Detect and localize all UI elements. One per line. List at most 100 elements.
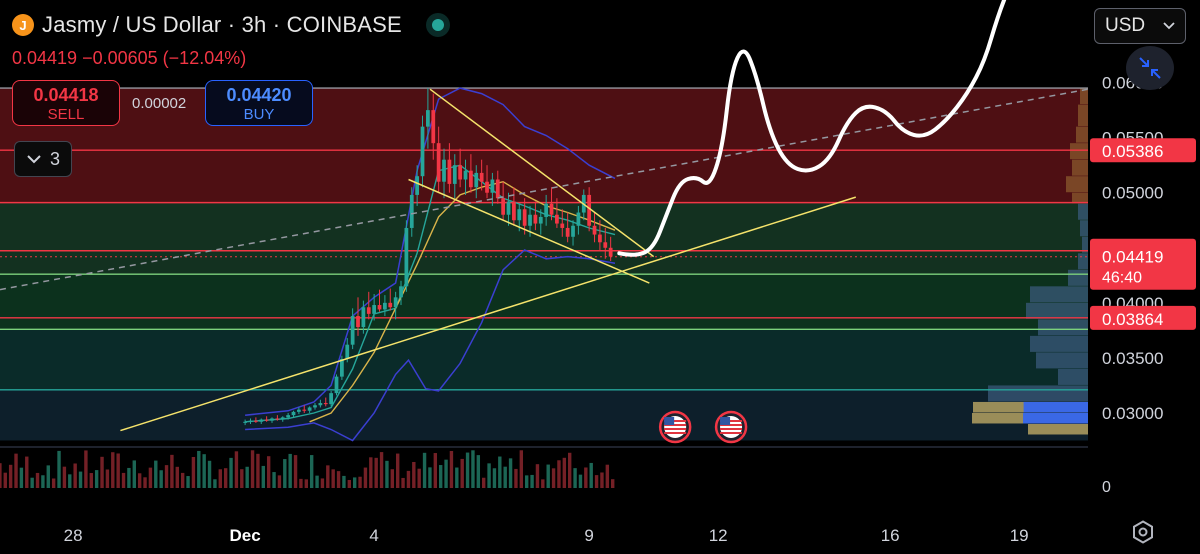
volume-axis-label: 0 bbox=[1102, 479, 1111, 496]
volume-profile-bar-12 bbox=[1030, 286, 1088, 303]
flag-canton bbox=[720, 417, 731, 425]
chevron-down-icon bbox=[27, 155, 41, 164]
price-zone-4 bbox=[0, 389, 1088, 441]
volume-bar bbox=[600, 472, 604, 488]
candle-body-41 bbox=[463, 170, 468, 180]
currency-select[interactable]: USD bbox=[1094, 8, 1186, 44]
volume-bar bbox=[293, 455, 298, 488]
candle-body-45 bbox=[485, 181, 489, 193]
volume-profile-bar-5 bbox=[1066, 176, 1088, 193]
candle-body-33 bbox=[420, 126, 425, 177]
volume-bar bbox=[89, 473, 93, 488]
indicators-toggle-button[interactable]: 3 bbox=[14, 141, 72, 177]
candle-body-32 bbox=[415, 176, 420, 195]
flag-stripe bbox=[720, 428, 743, 430]
x-tick-label: 16 bbox=[881, 526, 900, 545]
flag-stripe bbox=[720, 424, 743, 426]
volume-bar bbox=[455, 467, 459, 488]
candle-body-49 bbox=[506, 201, 511, 215]
volume-bar bbox=[320, 478, 325, 488]
volume-bar bbox=[519, 450, 524, 488]
volume-bar bbox=[73, 463, 77, 488]
trendline-3 bbox=[0, 88, 1089, 291]
volume-bar bbox=[272, 472, 276, 488]
candle-body-5 bbox=[270, 418, 274, 421]
bollinger-upper bbox=[245, 87, 616, 416]
volume-bar bbox=[218, 469, 222, 488]
candle-body-29 bbox=[399, 286, 403, 298]
candle-body-46 bbox=[490, 179, 495, 193]
volume-profile-bar-1 bbox=[1078, 104, 1088, 127]
buy-button[interactable]: 0.04420 BUY bbox=[205, 80, 313, 126]
volume-bar bbox=[234, 451, 239, 488]
indicators-count: 3 bbox=[49, 148, 60, 169]
volume-bar bbox=[309, 455, 314, 488]
spread-value: 0.00002 bbox=[132, 95, 187, 112]
candle-body-52 bbox=[522, 209, 527, 226]
candle-body-8 bbox=[286, 415, 291, 418]
x-tick-label: 12 bbox=[709, 526, 728, 545]
trendline-1 bbox=[429, 88, 655, 258]
volume-bar bbox=[331, 469, 335, 488]
volume-bar bbox=[562, 457, 567, 488]
volume-bar bbox=[84, 450, 88, 488]
candle-body-50 bbox=[512, 201, 516, 221]
volume-bar bbox=[578, 474, 583, 488]
candle-body-23 bbox=[366, 307, 371, 314]
volume-bar bbox=[471, 450, 475, 488]
candle-body-55 bbox=[538, 216, 543, 224]
volume-bar bbox=[433, 453, 438, 488]
candle-body-35 bbox=[431, 110, 436, 144]
volume-bar bbox=[584, 467, 588, 488]
volume-bar bbox=[250, 450, 255, 488]
volume-profile-bar-18 bbox=[988, 385, 1088, 402]
chevron-down-icon bbox=[1163, 22, 1175, 30]
volume-profile-bar-2 bbox=[1076, 126, 1088, 143]
candle-body-0 bbox=[243, 421, 248, 423]
volume-bar bbox=[277, 475, 282, 488]
volume-bar bbox=[94, 470, 99, 488]
volume-bar bbox=[30, 477, 34, 488]
symbol-title[interactable]: Jasmy / US Dollar · 3h · COINBASE bbox=[42, 12, 402, 37]
us-event-icon bbox=[658, 410, 692, 444]
volume-bar bbox=[8, 464, 13, 488]
volume-profile-bar-11 bbox=[1068, 269, 1088, 286]
volume-bar bbox=[62, 466, 67, 488]
sell-label: SELL bbox=[47, 106, 85, 123]
candle-body-20 bbox=[350, 316, 355, 345]
candle-body-9 bbox=[291, 411, 296, 416]
volume-bar bbox=[137, 473, 142, 488]
x-tick-label: 28 bbox=[64, 526, 83, 545]
trendline-2 bbox=[408, 178, 650, 284]
volume-profile-bar-8 bbox=[1080, 220, 1088, 237]
volume-bar bbox=[100, 456, 104, 488]
bollinger-lower bbox=[245, 249, 616, 442]
volume-bar bbox=[154, 460, 158, 488]
volume-profile-bar-17 bbox=[1058, 368, 1088, 385]
volume-bar bbox=[503, 466, 507, 488]
candle-body-51 bbox=[517, 209, 522, 221]
volume-bar bbox=[175, 466, 179, 488]
hand-drawn-projection bbox=[617, 0, 1007, 257]
volume-bar bbox=[304, 479, 309, 488]
chart-settings-button[interactable] bbox=[1131, 520, 1155, 549]
volume-bar bbox=[127, 467, 131, 488]
volume-bar bbox=[148, 467, 153, 488]
candle-body-15 bbox=[323, 403, 328, 405]
x-tick-label: 4 bbox=[369, 526, 378, 545]
flag-stripe bbox=[720, 420, 743, 422]
candle-body-61 bbox=[571, 225, 575, 237]
volume-bar bbox=[589, 462, 593, 488]
candle-body-1 bbox=[248, 420, 253, 422]
volume-bar bbox=[369, 457, 373, 488]
candle-body-19 bbox=[345, 344, 350, 360]
sell-price: 0.04418 bbox=[33, 85, 99, 105]
volume-bar bbox=[68, 474, 72, 488]
volume-bar bbox=[283, 459, 287, 488]
fullscreen-button[interactable] bbox=[1126, 46, 1174, 90]
candle-body-16 bbox=[329, 393, 334, 405]
sell-button[interactable]: 0.04418 SELL bbox=[12, 80, 120, 126]
volume-bar bbox=[363, 467, 368, 488]
candle-body-28 bbox=[393, 297, 398, 308]
